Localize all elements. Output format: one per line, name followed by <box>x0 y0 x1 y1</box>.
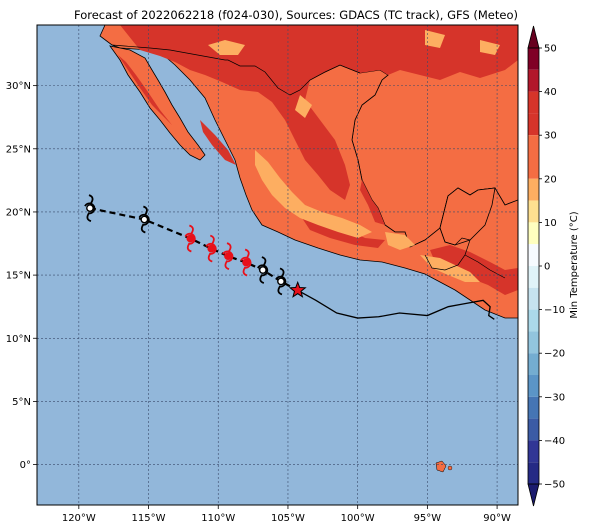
colorbar-segment <box>528 91 539 114</box>
country-borders <box>111 44 506 279</box>
y-tick-label: 0° <box>20 460 31 471</box>
colorbar-segment <box>528 200 539 223</box>
colorbar-segment <box>528 244 539 266</box>
colorbar-tick-label: −20 <box>544 349 565 360</box>
land-hot-baja <box>118 55 172 125</box>
colorbar-segment <box>528 222 539 245</box>
colorbar-segment <box>528 418 539 441</box>
colorbar-extend-top <box>527 25 540 49</box>
colorbar-segment <box>528 69 539 92</box>
cyclone-symbol <box>240 248 252 277</box>
cyclone-symbol <box>138 205 150 234</box>
y-tick-label: 20°N <box>6 207 31 218</box>
colorbar-tick-label: −40 <box>544 436 565 447</box>
x-tick-label: 90°W <box>483 513 511 524</box>
land-cool-highland-7 <box>295 95 312 118</box>
cyclone-symbol <box>184 224 196 253</box>
x-tick-label: 105°W <box>271 513 305 524</box>
land-cool-highland-6 <box>480 40 500 55</box>
y-tick-label: 10°N <box>6 334 31 345</box>
colorbar-segment <box>528 462 539 484</box>
x-tick-label: 95°W <box>414 513 442 524</box>
colorbar-tick-label: −30 <box>544 392 565 403</box>
colorbar-segment <box>528 48 539 70</box>
land-hot-gulf-coast <box>360 180 385 225</box>
colorbar-segment <box>528 113 539 136</box>
y-tick-label: 5°N <box>12 397 31 408</box>
colorbar-segment <box>528 178 539 201</box>
map-frame <box>36 24 519 506</box>
colorbar-segment <box>528 331 539 354</box>
land-cool-highland-4 <box>208 40 245 55</box>
colorbar-segment <box>528 353 539 375</box>
y-axis-ticks: 30°N 25°N 20°N 15°N 10°N 5°N 0° <box>6 81 37 471</box>
colorbar-segment <box>528 375 539 397</box>
cyclone-symbol <box>222 242 234 271</box>
colorbar-segment <box>528 440 539 463</box>
cyclone-symbol <box>275 267 287 296</box>
land-galapagos <box>435 460 447 473</box>
colorbar-tick-label: 30 <box>544 131 557 142</box>
colorbar-tick-label: 50 <box>544 44 557 55</box>
colorbar-tick-label: 20 <box>544 174 557 185</box>
map-title: Forecast of 2022062218 (f024-030), Sourc… <box>74 8 518 22</box>
land-cool-highland-1 <box>255 150 372 238</box>
y-tick-label: 25°N <box>6 144 31 155</box>
cyclone-symbol <box>84 194 96 223</box>
land-cool-highland-2 <box>385 232 415 250</box>
colorbar-segment <box>528 157 539 179</box>
y-tick-label: 30°N <box>6 81 31 92</box>
land-temperature-field <box>99 25 518 473</box>
land-cool-highland-5 <box>425 30 445 48</box>
cyclone-symbol <box>205 234 217 263</box>
x-tick-label: 110°W <box>201 513 235 524</box>
colorbar-tick-label: −50 <box>544 480 565 491</box>
map-gridlines <box>37 25 518 505</box>
x-tick-label: 115°W <box>132 513 166 524</box>
colorbar-segment <box>528 135 539 157</box>
colorbar-segment <box>528 396 539 419</box>
colorbar-tick-label: 10 <box>544 218 557 229</box>
colorbar-extend-bottom <box>527 483 540 507</box>
land-galapagos-islet <box>447 465 453 471</box>
y-tick-label: 15°N <box>6 271 31 282</box>
colorbar: 50 40 30 20 10 0 −10 −20 −30 −40 −50 <box>527 25 565 507</box>
colorbar-label: Min Temperature (°C) <box>569 211 580 318</box>
colorbar-tick-label: −10 <box>544 305 565 316</box>
colorbar-tick-label: 40 <box>544 87 557 98</box>
track-line <box>89 207 299 292</box>
colorbar-segment <box>528 266 539 288</box>
colorbar-segment <box>528 309 539 332</box>
past-track-line <box>297 289 495 320</box>
map-area <box>37 25 518 505</box>
land-hot-central-america <box>430 245 518 295</box>
cyclone-symbol <box>257 256 269 284</box>
cyclone-track <box>84 194 495 320</box>
colorbar-tick-label: 0 <box>544 262 550 273</box>
x-axis-ticks: 120°W 115°W 110°W 105°W 100°W 95°W 90°W <box>62 505 511 524</box>
x-tick-label: 100°W <box>341 513 375 524</box>
land-hot-core <box>120 25 518 200</box>
current-position-star <box>288 280 307 298</box>
colorbar-segment <box>528 287 539 310</box>
x-tick-label: 120°W <box>62 513 96 524</box>
